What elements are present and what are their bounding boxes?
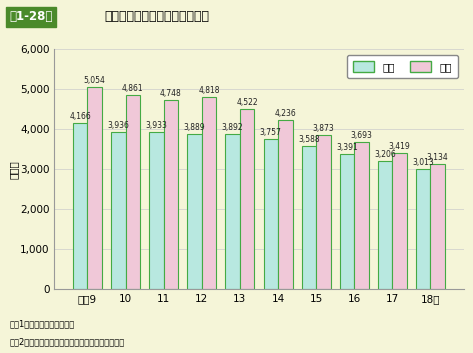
Bar	[164, 100, 178, 289]
Text: 4,522: 4,522	[236, 97, 258, 107]
Text: 3,873: 3,873	[313, 124, 334, 132]
Text: 5,054: 5,054	[84, 76, 105, 85]
Bar	[88, 87, 102, 289]
Bar	[302, 146, 316, 289]
Bar	[392, 153, 407, 289]
Bar	[187, 134, 202, 289]
Bar	[149, 132, 164, 289]
Bar	[340, 154, 354, 289]
Text: 3,419: 3,419	[389, 142, 411, 151]
Bar	[111, 132, 126, 289]
Text: 3,206: 3,206	[374, 150, 396, 159]
Bar	[278, 120, 292, 289]
Bar	[226, 134, 240, 289]
Text: 4,861: 4,861	[122, 84, 144, 93]
Y-axis label: （件）: （件）	[9, 160, 18, 179]
Text: 3,889: 3,889	[184, 123, 205, 132]
Text: 3,892: 3,892	[222, 123, 244, 132]
Text: 2　夜間とは日没から日の出までの間をいう。: 2 夜間とは日没から日の出までの間をいう。	[9, 337, 125, 346]
Text: 4,818: 4,818	[198, 86, 220, 95]
Text: 3,693: 3,693	[350, 131, 372, 140]
Legend: 昼間, 夜間: 昼間, 夜間	[347, 55, 458, 78]
Bar	[416, 169, 430, 289]
Text: 3,757: 3,757	[260, 128, 282, 137]
Bar	[126, 95, 140, 289]
Text: 3,013: 3,013	[412, 158, 434, 167]
Text: 3,391: 3,391	[336, 143, 358, 152]
Text: 4,236: 4,236	[274, 109, 296, 118]
Bar	[73, 123, 88, 289]
Text: 3,134: 3,134	[427, 153, 448, 162]
Bar	[430, 164, 445, 289]
Text: 3,936: 3,936	[107, 121, 129, 130]
Text: 4,166: 4,166	[70, 112, 91, 121]
Bar	[202, 97, 216, 289]
Text: 注　1　警察庁資料による。: 注 1 警察庁資料による。	[9, 319, 75, 328]
Bar	[240, 109, 254, 289]
Bar	[263, 139, 278, 289]
Text: 昼夜別死亡事故発生件数の推移: 昼夜別死亡事故発生件数の推移	[104, 10, 209, 23]
Bar	[354, 142, 369, 289]
Text: 4,748: 4,748	[160, 89, 182, 97]
Bar	[316, 134, 331, 289]
Text: 3,933: 3,933	[146, 121, 167, 130]
Bar	[378, 161, 392, 289]
Text: 第1-28図: 第1-28図	[9, 10, 53, 23]
Text: 3,588: 3,588	[298, 135, 320, 144]
